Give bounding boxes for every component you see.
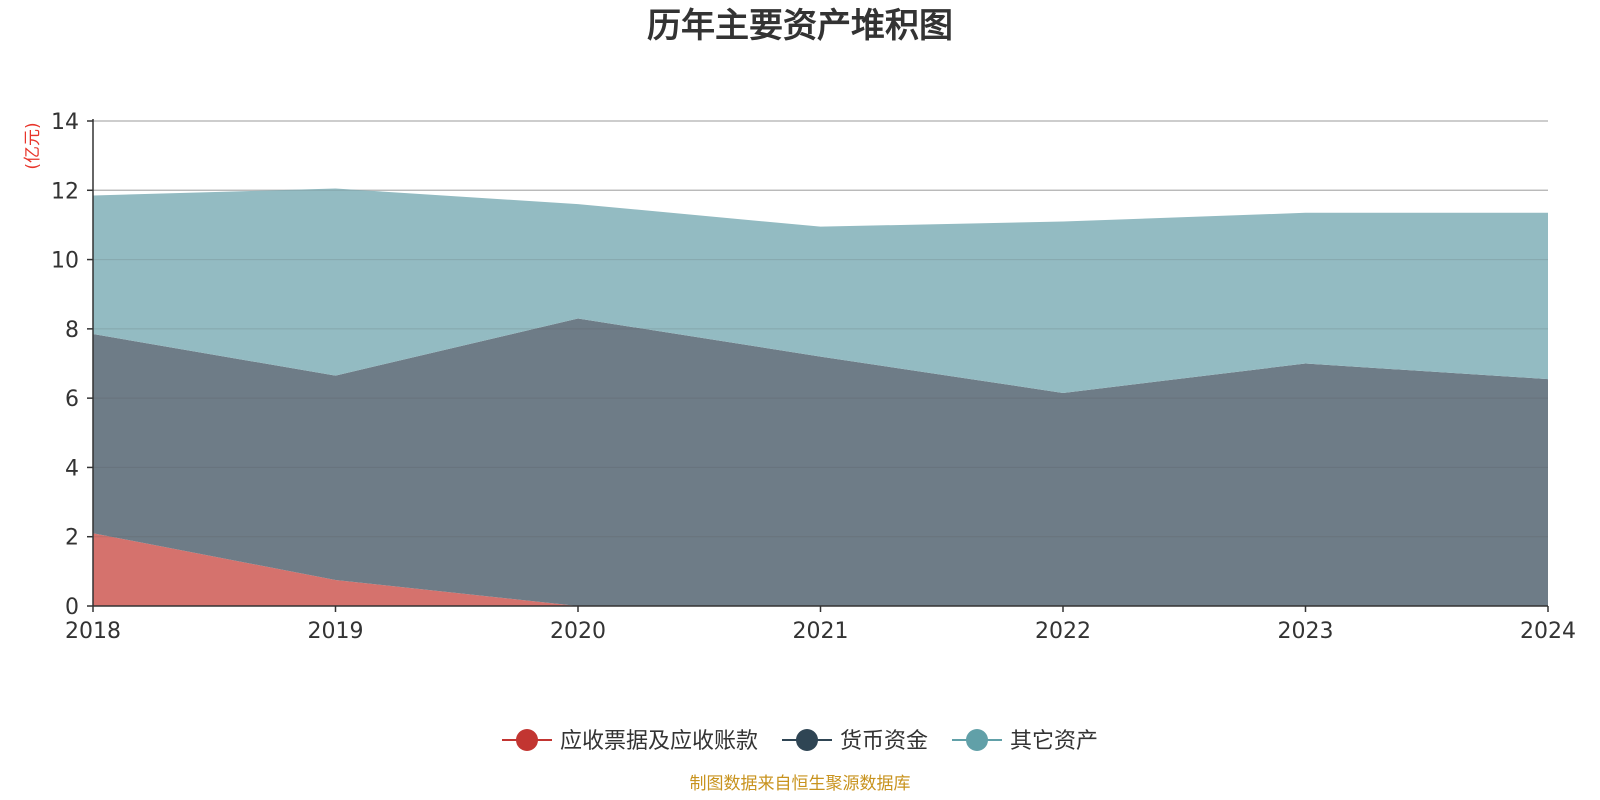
legend-item-2[interactable]: 其它资产 (952, 729, 1098, 754)
x-tick-label: 2022 (1035, 619, 1091, 644)
area-series-1 (93, 318, 1548, 606)
legend-label: 应收票据及应收账款 (560, 729, 758, 754)
legend-item-0[interactable]: 应收票据及应收账款 (502, 729, 758, 754)
x-tick-label: 2018 (65, 619, 121, 644)
source-note: 制图数据来自恒生聚源数据库 (689, 774, 911, 794)
legend-marker-icon (516, 729, 538, 751)
legend-label: 其它资产 (1010, 729, 1098, 754)
area-series-2 (93, 188, 1548, 393)
x-tick-label: 2023 (1278, 619, 1334, 644)
y-axis-unit: (亿元) (23, 122, 43, 169)
y-tick-label: 4 (65, 456, 79, 481)
x-tick-label: 2019 (308, 619, 364, 644)
axes: 0 2 4 6 8 10 12 14 2018 2019 2020 2021 2022 2023 2024 (51, 110, 1576, 644)
x-tick-label: 2024 (1520, 619, 1576, 644)
chart-title: 历年主要资产堆积图 (647, 6, 953, 46)
x-tick-label: 2021 (793, 619, 849, 644)
area-series (93, 120, 1548, 606)
legend: 应收票据及应收账款 货币资金 其它资产 (502, 729, 1098, 754)
area-series-0 (93, 533, 1548, 606)
y-tick-label: 10 (51, 249, 79, 274)
y-tick-label: 12 (51, 179, 79, 204)
legend-item-1[interactable]: 货币资金 (782, 729, 928, 754)
x-tick-label: 2020 (550, 619, 606, 644)
y-tick-label: 14 (51, 110, 79, 135)
y-tick-label: 8 (65, 318, 79, 343)
y-tick-label: 0 (65, 595, 79, 620)
legend-label: 货币资金 (840, 729, 928, 754)
y-tick-label: 6 (65, 387, 79, 412)
legend-marker-icon (796, 729, 818, 751)
y-tick-label: 2 (65, 526, 79, 551)
legend-marker-icon (966, 729, 988, 751)
